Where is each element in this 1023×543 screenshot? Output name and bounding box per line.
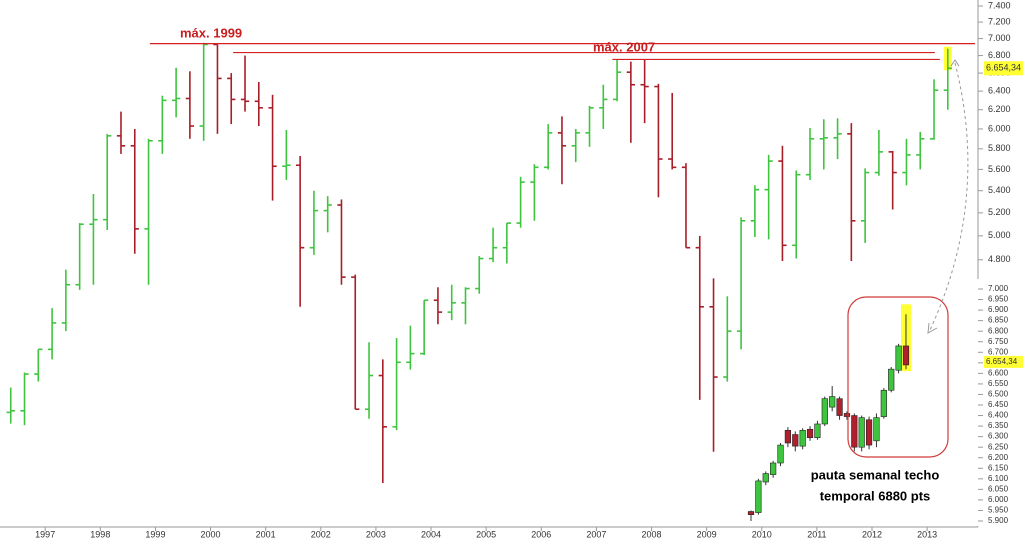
y-tick-label: 6.400 [988, 85, 1011, 95]
candle-body [873, 417, 880, 442]
x-tick-label: 2003 [366, 529, 386, 539]
x-tick-label: 2008 [642, 529, 662, 539]
y-tick-label: 6.000 [988, 495, 1009, 504]
candle-body [770, 462, 777, 475]
y-tick-label: 5.600 [988, 164, 1011, 174]
x-tick-label: 2009 [697, 529, 717, 539]
candle-body [843, 413, 851, 417]
x-tick-label: 2004 [421, 529, 441, 539]
y-tick-label: 7.000 [988, 33, 1011, 43]
y-tick-label: 6.800 [988, 326, 1009, 335]
y-tick-label: 6.600 [988, 368, 1009, 377]
callout-box [847, 296, 949, 458]
y-tick-label: 7.200 [988, 16, 1011, 26]
candle-body [895, 345, 902, 371]
x-tick-label: 2012 [862, 529, 882, 539]
y-tick-label: 6.700 [988, 347, 1009, 356]
x-tick-label: 2011 [807, 529, 826, 539]
y-tick-label: 6.550 [988, 379, 1009, 388]
candle-body [762, 473, 769, 483]
y-tick-label: 6.350 [988, 421, 1009, 430]
x-tick-label: 1999 [145, 529, 165, 539]
annotation: máx. 1999 [180, 25, 242, 40]
x-tick-label: 2006 [531, 529, 551, 539]
y-tick-label: 6.800 [988, 50, 1011, 60]
x-tick-label: 2001 [256, 529, 276, 539]
y-tick-label: 5.000 [988, 230, 1011, 240]
y-tick-label: 5.200 [988, 207, 1011, 217]
candle-body [814, 423, 821, 438]
y-tick-label: 6.300 [988, 432, 1009, 441]
x-tick-label: 2005 [476, 529, 496, 539]
x-tick-label: 2010 [752, 529, 772, 539]
candle-body [784, 430, 791, 444]
x-tick-label: 1997 [35, 529, 55, 539]
y-tick-label: 5.400 [988, 185, 1011, 195]
y-tick-label: 6.250 [988, 442, 1009, 451]
last-price-box [984, 355, 1023, 368]
x-tick-label: 2007 [586, 529, 606, 539]
candle-body [858, 417, 865, 448]
y-tick-label: 4.800 [988, 254, 1011, 264]
y-tick-label: 6.100 [988, 474, 1009, 483]
y-tick-label: 6.000 [988, 123, 1011, 133]
y-tick-label: 6.200 [988, 104, 1011, 114]
last-price-label: 6.654,34 [986, 63, 1021, 73]
note: pauta semanal techo [811, 467, 940, 482]
candle-body [792, 434, 799, 447]
candle-body [755, 480, 762, 513]
candle-body [747, 511, 755, 515]
last-price-label: 6.654,34 [986, 357, 1018, 366]
y-tick-label: 6.850 [988, 316, 1009, 325]
note: temporal 6880 pts [820, 488, 931, 503]
y-tick-label: 7.400 [988, 0, 1011, 10]
y-tick-label: 6.400 [988, 411, 1009, 420]
last-price-box [984, 61, 1023, 76]
y-tick-label: 6.450 [988, 400, 1009, 409]
candle-body [777, 444, 784, 464]
candle-body [829, 396, 836, 408]
x-tick-label: 2000 [201, 529, 221, 539]
candle-body [880, 389, 887, 417]
y-tick-label: 5.800 [988, 143, 1011, 153]
arrowhead-bottom [927, 322, 938, 334]
candle-body [865, 419, 873, 446]
candle-body [806, 428, 814, 438]
candle-body [902, 345, 910, 366]
x-tick-label: 1998 [90, 529, 110, 539]
x-tick-label: 2002 [311, 529, 331, 539]
y-tick-label: 5.950 [988, 506, 1009, 515]
y-tick-label: 5.900 [988, 516, 1009, 525]
candle-body [836, 398, 843, 416]
y-tick-label: 6.750 [988, 337, 1009, 346]
y-tick-label: 6.900 [988, 305, 1009, 314]
y-tick-label: 6.050 [988, 484, 1009, 493]
candle-body [799, 430, 806, 447]
candle-body [888, 368, 895, 391]
arrowhead-top [950, 59, 960, 67]
y-tick-label: 6.500 [988, 390, 1009, 399]
annotation: máx. 2007 [593, 39, 655, 54]
candle-body [851, 415, 858, 448]
x-tick-label: 2013 [917, 529, 937, 539]
y-tick-label: 6.950 [988, 295, 1009, 304]
y-tick-label: 7.000 [988, 284, 1009, 293]
y-tick-label: 6.150 [988, 463, 1009, 472]
y-tick-label: 6.200 [988, 453, 1009, 462]
overlay: pauta semanal techo temporal 6880 pts [811, 59, 969, 503]
candle-body [821, 398, 828, 425]
